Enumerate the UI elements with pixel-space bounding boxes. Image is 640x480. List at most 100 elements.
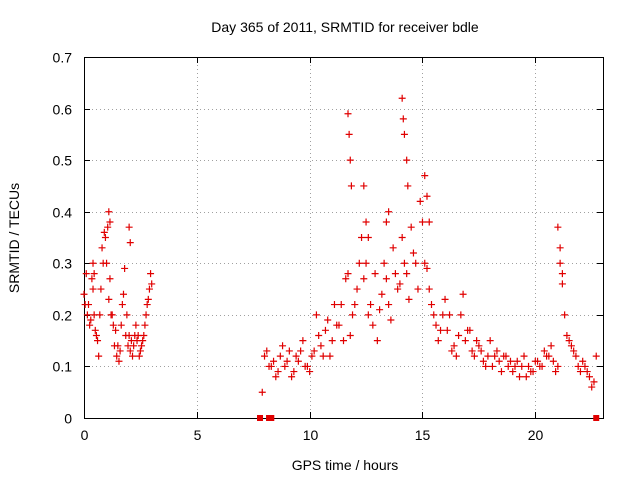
x-tick-label: 20 — [528, 427, 544, 443]
data-point — [468, 347, 476, 355]
data-point — [452, 352, 460, 360]
y-tick-label: 0.3 — [53, 256, 73, 272]
data-point — [272, 373, 280, 381]
data-point — [364, 311, 372, 319]
data-point — [439, 311, 447, 319]
data-point — [531, 357, 539, 365]
data-point — [362, 259, 370, 267]
data-point — [297, 347, 305, 355]
data-point — [556, 259, 564, 267]
data-point — [558, 270, 566, 278]
data-point — [373, 337, 381, 345]
data-point — [344, 270, 352, 278]
data-point — [148, 280, 156, 288]
data-point — [367, 301, 375, 309]
data-point — [527, 368, 535, 376]
data-point — [493, 347, 501, 355]
data-point — [116, 347, 124, 355]
data-point — [484, 352, 492, 360]
data-point — [265, 362, 273, 370]
data-point — [404, 182, 412, 190]
data-point — [144, 295, 152, 303]
data-point — [112, 326, 120, 334]
data-point — [321, 326, 329, 334]
data-point — [545, 352, 553, 360]
data-point — [319, 352, 327, 360]
data-point — [340, 337, 347, 345]
data-point — [125, 223, 133, 231]
data-point — [565, 337, 573, 345]
data-point — [301, 362, 309, 370]
data-point — [399, 115, 407, 123]
data-point — [574, 362, 582, 370]
data-point — [387, 316, 395, 324]
data-point — [90, 311, 98, 319]
data-point — [588, 383, 596, 391]
data-point — [110, 342, 118, 350]
data-point — [464, 326, 472, 334]
data-point — [317, 342, 325, 350]
data-point — [261, 352, 269, 360]
data-point — [324, 316, 332, 324]
data-point — [97, 285, 105, 293]
data-point — [482, 362, 490, 370]
data-point — [105, 295, 113, 303]
data-point — [136, 347, 144, 355]
data-point — [461, 337, 469, 345]
data-point — [351, 301, 359, 309]
data-point — [345, 130, 353, 138]
data-point — [403, 156, 411, 164]
data-point — [346, 331, 354, 339]
data-point — [516, 373, 524, 381]
data-point — [389, 244, 397, 252]
data-point — [504, 362, 512, 370]
y-tick-label: 0 — [64, 411, 72, 427]
data-point — [89, 285, 97, 293]
data-point — [123, 311, 131, 319]
data-point — [513, 357, 521, 365]
data-point — [475, 342, 483, 350]
data-point — [506, 357, 514, 365]
data-point — [337, 301, 345, 309]
data-point — [563, 331, 571, 339]
data-point — [418, 218, 426, 226]
data-point — [133, 337, 141, 345]
data-point — [423, 264, 431, 272]
data-point — [459, 290, 467, 298]
data-point — [547, 342, 555, 350]
data-point — [258, 388, 266, 396]
data-point — [446, 311, 454, 319]
data-point — [117, 321, 125, 329]
data-point — [90, 270, 98, 278]
data-point — [109, 321, 117, 329]
data-point — [385, 208, 393, 216]
data-point — [355, 259, 363, 267]
data-point — [115, 357, 123, 365]
data-point — [421, 259, 429, 267]
data-point — [138, 342, 146, 350]
data-point — [306, 368, 314, 376]
y-tick-label: 0.4 — [53, 205, 73, 221]
data-point — [140, 331, 148, 339]
data-point — [412, 259, 420, 267]
data-point — [101, 234, 109, 241]
data-point — [82, 270, 90, 278]
data-point — [525, 362, 533, 370]
data-point — [488, 362, 496, 370]
data-point — [486, 337, 494, 345]
data-point — [344, 110, 352, 118]
data-point — [312, 311, 320, 319]
data-point — [400, 259, 408, 267]
data-point — [308, 352, 316, 360]
data-point — [554, 362, 562, 370]
data-point — [135, 352, 143, 360]
data-point — [437, 326, 445, 334]
data-point — [385, 301, 393, 309]
data-point — [549, 357, 557, 365]
data-point — [473, 337, 481, 345]
data-point — [124, 342, 132, 350]
data-point — [425, 218, 433, 226]
data-point — [145, 285, 153, 293]
data-point — [106, 218, 114, 226]
x-tick-label: 10 — [303, 427, 319, 443]
